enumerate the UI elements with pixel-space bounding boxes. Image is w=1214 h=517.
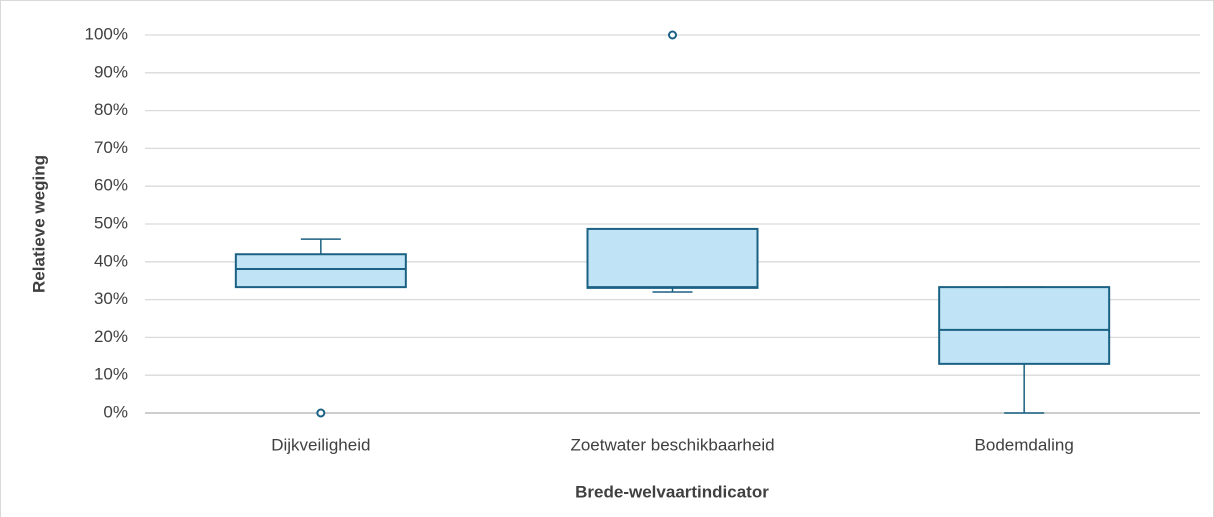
y-tick-label: 100%: [85, 24, 128, 43]
outlier: [668, 30, 677, 40]
outlier: [316, 408, 326, 418]
y-tick-label: 10%: [94, 365, 128, 384]
y-tick-label: 60%: [94, 176, 128, 195]
box: [586, 227, 759, 289]
y-tick-label: 0%: [103, 402, 128, 421]
x-tick-label: Bodemdaling: [975, 435, 1074, 454]
y-tick-label: 20%: [94, 327, 128, 346]
y-tick-label: 90%: [94, 62, 128, 81]
y-tick-label: 80%: [94, 100, 128, 119]
y-tick-label: 70%: [94, 138, 128, 157]
y-tick-label: 50%: [94, 213, 128, 232]
box: [234, 253, 407, 289]
y-tick-label: 30%: [94, 289, 128, 308]
y-axis-title: Relatieve weging: [29, 155, 48, 293]
x-tick-label: Dijkveiligheid: [271, 435, 370, 454]
box: [938, 286, 1111, 365]
x-tick-label: Zoetwater beschikbaarheid: [570, 435, 774, 454]
x-axis-title: Brede-welvaartindicator: [575, 482, 769, 501]
y-tick-label: 40%: [94, 251, 128, 270]
